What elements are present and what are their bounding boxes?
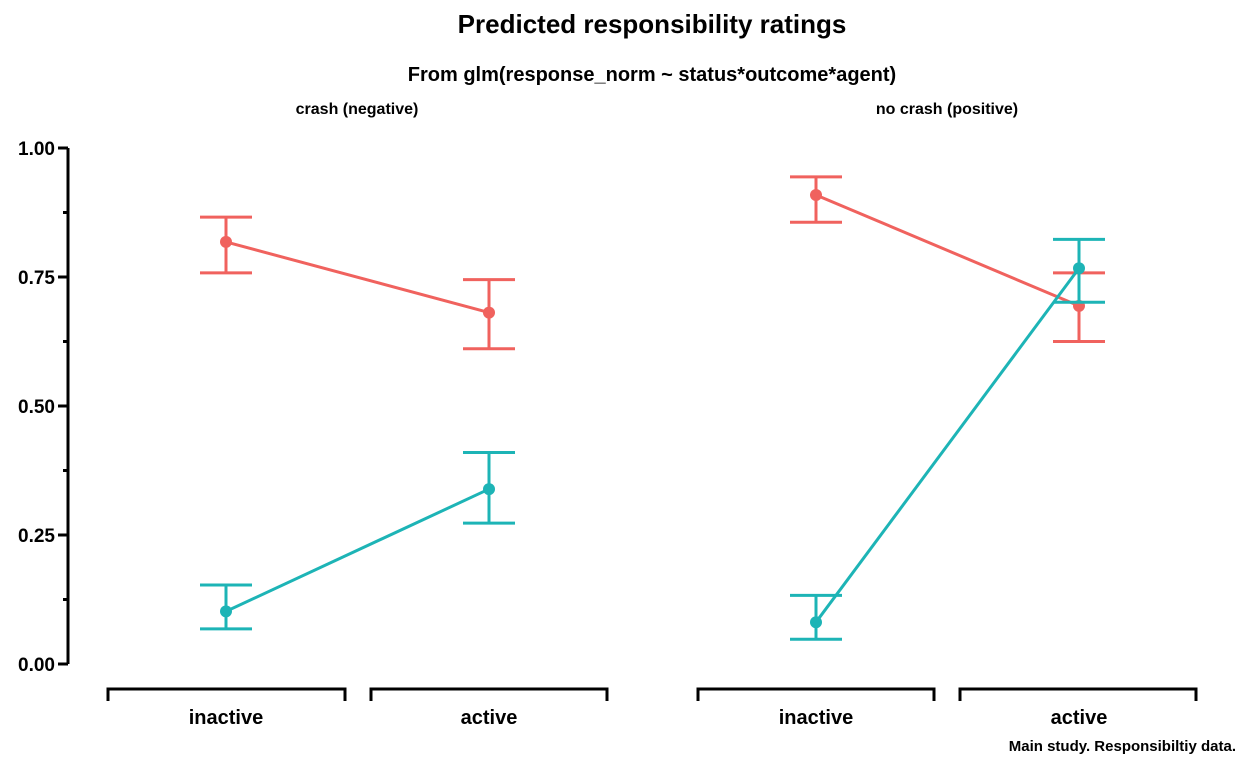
panel-label: crash (negative) <box>296 101 419 118</box>
x-axis-bracket <box>696 687 936 701</box>
y-tick-label: 1.00 <box>18 139 55 160</box>
chart-subtitle: From glm(response_norm ~ status*outcome*… <box>408 64 896 86</box>
chart-title: Predicted responsibility ratings <box>458 9 847 39</box>
data-point <box>1073 262 1085 275</box>
data-point <box>810 188 822 201</box>
panel-crash: crash (negative) inactive active <box>106 101 609 729</box>
series-line <box>225 487 490 613</box>
data-point <box>483 483 495 496</box>
x-tick-label: active <box>461 707 518 729</box>
data-point <box>220 235 232 248</box>
panel-label: no crash (positive) <box>876 101 1018 118</box>
series-line <box>815 193 1080 308</box>
data-point <box>810 616 822 629</box>
x-tick-label: inactive <box>189 707 263 729</box>
x-tick-label: inactive <box>779 707 853 729</box>
series-line <box>225 240 490 315</box>
y-axis: 0.00 0.25 0.50 0.75 1.00 <box>18 139 70 676</box>
y-tick-label: 0.00 <box>18 655 55 676</box>
x-axis-bracket <box>106 687 347 701</box>
series-line <box>814 267 1081 624</box>
y-tick-label: 0.50 <box>18 397 55 418</box>
x-axis-bracket <box>958 687 1198 701</box>
y-tick-label: 0.25 <box>18 526 55 547</box>
y-tick-label: 0.75 <box>18 268 55 289</box>
data-point <box>483 306 495 319</box>
x-tick-label: active <box>1051 707 1108 729</box>
panel-no-crash: no crash (positive) inactive active <box>696 101 1198 729</box>
x-axis-bracket <box>369 687 609 701</box>
data-point <box>220 605 232 618</box>
chart-caption: Main study. Responsibiltiy data. <box>1009 738 1236 755</box>
